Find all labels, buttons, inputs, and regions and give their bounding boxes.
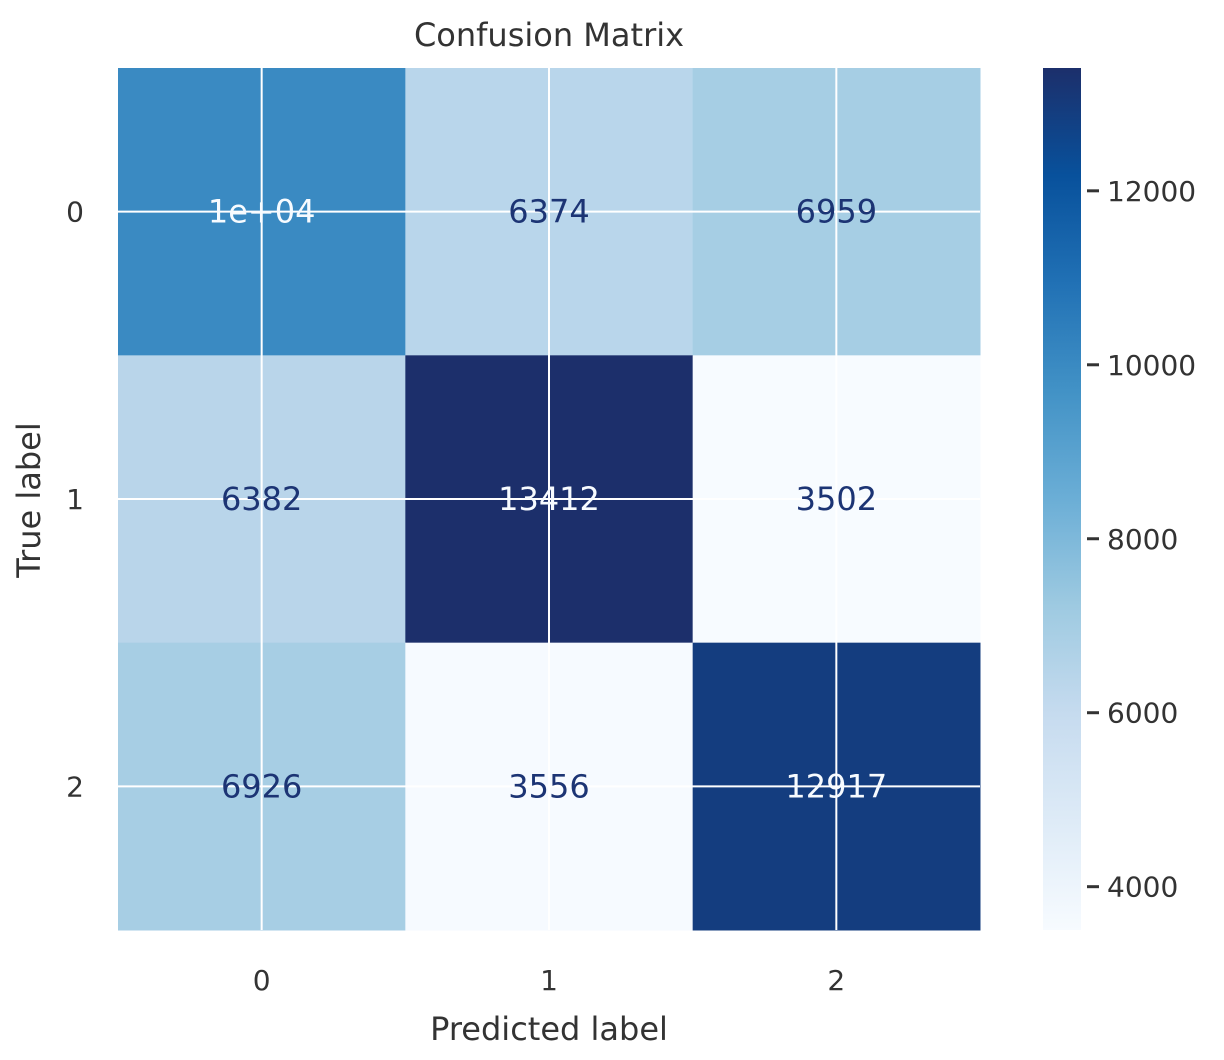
colorbar-tick-label-8000: 8000 (1107, 523, 1178, 556)
cell-label-r2-c0: 6926 (221, 767, 302, 805)
cell-label-r1-c1: 13412 (498, 480, 600, 518)
x-axis-ticks: 0 1 2 (253, 964, 845, 997)
colorbar-tick-label-10000: 10000 (1107, 349, 1196, 382)
cell-label-r0-c2: 6959 (796, 193, 877, 231)
colorbar-tick-label-4000: 4000 (1107, 871, 1178, 904)
colorbar-ticks: 4000 6000 8000 10000 12000 (1087, 175, 1196, 904)
cell-label-r2-c2: 12917 (785, 767, 887, 805)
x-tick-label-2: 2 (827, 964, 845, 997)
cell-label-r0-c1: 6374 (508, 193, 589, 231)
colorbar-tick-label-12000: 12000 (1107, 175, 1196, 208)
y-tick-label-2: 2 (66, 770, 84, 803)
x-axis-label: Predicted label (430, 1010, 668, 1048)
colorbar-tick-label-6000: 6000 (1107, 697, 1178, 730)
cell-label-r2-c1: 3556 (508, 767, 589, 805)
y-axis-ticks: 0 1 2 (66, 196, 84, 804)
heatmap-cell-labels: 1e+04 6374 6959 6382 13412 3502 6926 3556 12917 (208, 193, 887, 806)
heatmap-grid (118, 68, 980, 930)
cell-label-r1-c2: 3502 (796, 480, 877, 518)
x-tick-label-0: 0 (253, 964, 271, 997)
cell-label-r0-c0: 1e+04 (208, 193, 316, 231)
y-tick-label-0: 0 (66, 196, 84, 229)
colorbar (1043, 68, 1081, 930)
chart-title: Confusion Matrix (414, 16, 684, 54)
y-axis-label: True label (10, 422, 48, 579)
cell-label-r1-c0: 6382 (221, 480, 302, 518)
y-tick-label-1: 1 (66, 483, 84, 516)
x-tick-label-1: 1 (540, 964, 558, 997)
